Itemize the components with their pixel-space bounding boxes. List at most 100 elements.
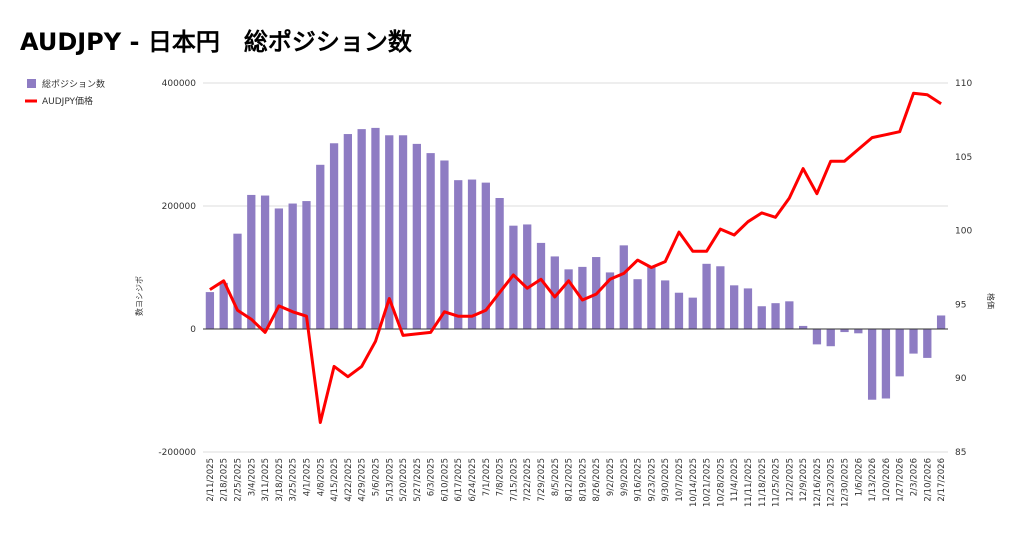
bar — [398, 135, 408, 329]
price-line — [209, 91, 942, 424]
bar — [495, 198, 504, 329]
x-tick-label: 4/22/2025 — [344, 458, 354, 502]
bar — [412, 143, 421, 329]
x-tick-label: 4/15/2025 — [330, 458, 340, 502]
bar — [633, 279, 642, 329]
chart-title: AUDJPY - 日本円 総ポジション数 — [20, 28, 413, 56]
x-tick-label: 6/10/2025 — [440, 458, 450, 502]
right-tick-label: 110 — [955, 79, 972, 89]
left-tick-label: 200000 — [162, 202, 197, 212]
left-tick-label: 0 — [190, 325, 196, 335]
x-tick-label: 2/11/2025 — [206, 458, 216, 502]
price-line-series — [209, 91, 942, 424]
bar — [440, 160, 449, 329]
right-tick-label: 95 — [955, 300, 966, 310]
bar — [881, 329, 891, 399]
right-tick-label: 105 — [955, 153, 972, 163]
x-tick-label: 10/7/2025 — [675, 458, 685, 502]
x-tick-label: 9/23/2025 — [647, 458, 657, 502]
bar — [785, 301, 794, 329]
bar — [661, 280, 670, 329]
bar — [799, 325, 808, 329]
x-tick-label: 2/17/2026 — [937, 458, 947, 502]
bar — [647, 266, 656, 329]
bar — [826, 329, 835, 347]
x-tick-label: 5/13/2025 — [385, 458, 395, 502]
bar — [771, 303, 780, 329]
bar — [605, 272, 615, 329]
x-tick-label: 9/30/2025 — [661, 458, 671, 502]
bar — [426, 153, 435, 329]
x-tick-label: 9/9/2025 — [620, 458, 630, 496]
x-tick-label: 3/4/2025 — [247, 458, 257, 496]
x-tick-label: 4/1/2025 — [302, 458, 312, 496]
x-tick-label: 2/10/2026 — [923, 458, 933, 502]
bar — [854, 329, 863, 334]
bar — [274, 208, 284, 329]
x-tick-label: 1/6/2026 — [854, 458, 864, 496]
legend-label-price: AUDJPY価格 — [42, 95, 93, 107]
bar — [688, 297, 697, 329]
bar — [247, 194, 256, 329]
x-tick-label: 6/24/2025 — [468, 458, 478, 502]
x-tick-label: 2/18/2025 — [220, 458, 230, 502]
bar — [716, 266, 725, 329]
x-tick-label: 10/14/2025 — [689, 458, 699, 507]
x-tick-label: 11/18/2025 — [758, 458, 768, 507]
x-tick-label: 8/12/2025 — [565, 458, 575, 502]
right-tick-label: 90 — [955, 374, 967, 384]
x-tick-label: 12/23/2025 — [827, 458, 837, 507]
x-tick-label: 9/16/2025 — [634, 458, 644, 502]
bar — [619, 245, 628, 329]
gridlines — [203, 82, 948, 453]
bar — [674, 292, 684, 329]
x-tick-label: 6/3/2025 — [427, 458, 437, 496]
x-tick-label: 12/16/2025 — [813, 458, 823, 507]
x-tick-label: 7/22/2025 — [523, 458, 533, 502]
bar — [702, 263, 711, 329]
bar — [936, 315, 946, 329]
x-tick-label: 5/20/2025 — [399, 458, 409, 502]
bar — [329, 143, 339, 329]
x-tick-label: 11/25/2025 — [772, 458, 782, 507]
x-tick-label: 11/11/2025 — [744, 458, 754, 507]
bar — [509, 225, 518, 329]
bar — [219, 282, 228, 329]
bar — [343, 134, 352, 329]
x-tick-label: 4/8/2025 — [316, 458, 326, 496]
x-tick-label: 3/11/2025 — [261, 458, 271, 502]
x-tick-label: 12/30/2025 — [841, 458, 851, 507]
bar — [467, 179, 477, 329]
bar — [302, 201, 311, 329]
bar — [233, 233, 242, 329]
bar-series — [205, 127, 946, 400]
x-tick-label: 9/2/2025 — [606, 458, 616, 496]
bar — [550, 256, 559, 329]
bar — [923, 329, 932, 358]
bar — [536, 242, 546, 329]
x-tick-label: 7/29/2025 — [537, 458, 547, 502]
x-tick-label: 8/5/2025 — [551, 458, 561, 496]
x-tick-label: 3/25/2025 — [289, 458, 299, 502]
bar — [564, 269, 573, 329]
x-tick-label: 1/27/2026 — [896, 458, 906, 502]
x-tick-label: 7/8/2025 — [496, 458, 506, 496]
x-tick-label: 3/18/2025 — [275, 458, 285, 502]
bar — [523, 224, 532, 329]
legend: 総ポジション数 AUDJPY価格 — [25, 78, 105, 107]
bar — [288, 203, 297, 329]
bar — [371, 127, 380, 330]
bar — [730, 285, 739, 329]
bar — [385, 135, 394, 329]
x-tick-label: 2/25/2025 — [233, 458, 243, 502]
bar — [909, 329, 918, 354]
bar — [812, 329, 822, 345]
right-tick-label: 100 — [955, 227, 972, 237]
x-tick-label: 8/19/2025 — [578, 458, 588, 502]
bar — [357, 129, 366, 329]
bar — [867, 329, 877, 400]
bar — [895, 329, 904, 377]
x-tick-label: 2/3/2026 — [910, 458, 920, 496]
bar — [454, 180, 463, 329]
